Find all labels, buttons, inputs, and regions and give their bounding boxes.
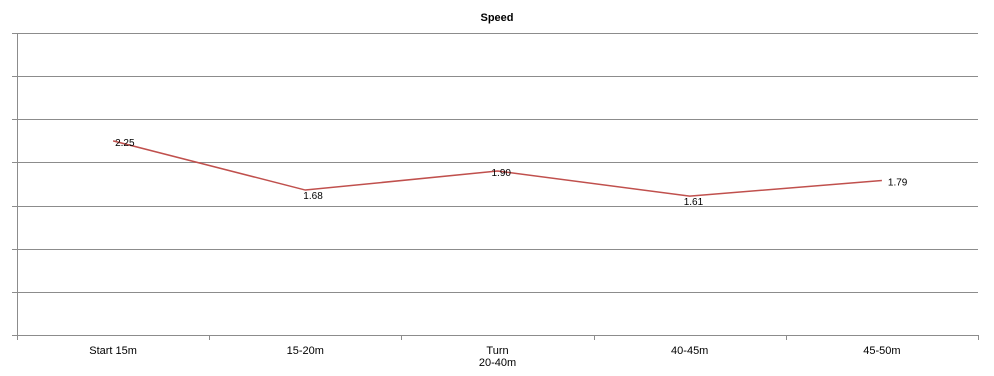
gridlines [17,33,978,293]
category-label: Turn 20-40m [479,345,516,369]
data-label: 1.68 [303,191,323,202]
data-label: 2.25 [115,138,135,149]
category-label: Start 15m [89,345,137,357]
category-label: 15-20m [287,345,324,357]
category-labels: Start 15m 15-20m Turn 20-40m 40-45m 45-50m [89,345,900,369]
data-label: 1.90 [492,168,512,179]
chart-title: Speed [480,12,513,24]
data-labels: 2.25 1.68 1.90 1.61 1.79 [115,138,908,208]
data-label: 1.61 [684,197,704,208]
series [112,140,882,197]
category-label: 40-45m [671,345,708,357]
axes [12,33,979,340]
category-label: 45-50m [863,345,900,357]
data-label: 1.79 [888,178,908,189]
